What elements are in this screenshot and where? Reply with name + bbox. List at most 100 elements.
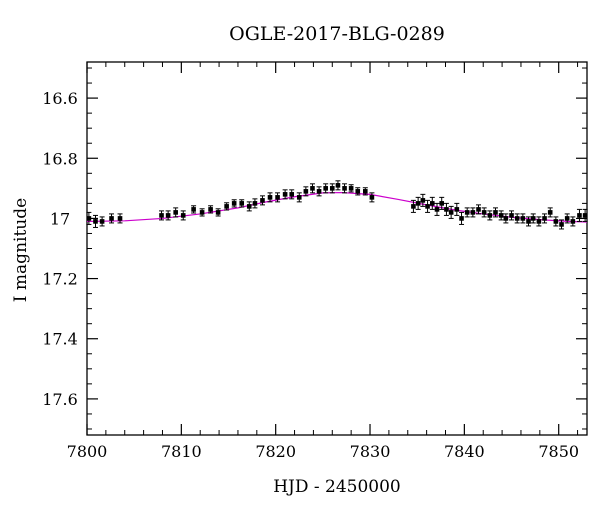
point-marker <box>559 222 564 227</box>
data-point <box>224 202 230 211</box>
point-marker <box>252 201 258 206</box>
data-point <box>410 199 416 213</box>
data-points-layer <box>86 180 588 230</box>
data-point <box>553 216 559 227</box>
point-marker <box>476 207 481 212</box>
y-tick-labels: 16.6 16.8 17 17.2 17.4 17.6 <box>42 89 78 409</box>
data-point <box>165 210 171 221</box>
y-tick-label: 16.8 <box>42 149 78 168</box>
point-marker <box>93 219 98 224</box>
point-marker <box>180 213 186 218</box>
data-point <box>215 208 221 217</box>
data-point <box>443 202 449 216</box>
data-point <box>348 184 354 193</box>
point-marker <box>231 201 237 206</box>
point-marker <box>459 216 464 221</box>
data-point <box>259 195 265 206</box>
point-marker <box>323 186 328 191</box>
data-point <box>570 216 576 227</box>
x-tick-label: 7850 <box>538 442 579 461</box>
point-marker <box>425 204 430 209</box>
data-point <box>425 199 431 213</box>
point-marker <box>208 207 213 212</box>
point-marker <box>316 189 322 194</box>
point-marker <box>582 213 588 218</box>
data-point <box>246 201 252 212</box>
point-marker <box>481 210 487 215</box>
y-axis-label: I magnitude <box>11 198 31 302</box>
point-marker <box>303 189 309 194</box>
point-marker <box>165 213 171 218</box>
data-point <box>520 213 526 224</box>
point-marker <box>420 198 426 203</box>
point-marker <box>329 186 335 191</box>
point-marker <box>310 186 315 191</box>
data-point <box>530 213 536 224</box>
point-marker <box>369 195 375 200</box>
data-point <box>582 208 588 222</box>
point-marker <box>342 186 347 191</box>
point-marker <box>498 213 504 218</box>
point-marker <box>577 213 582 218</box>
point-marker <box>553 219 559 224</box>
data-point <box>267 192 273 203</box>
point-marker <box>454 207 460 212</box>
point-marker <box>470 210 476 215</box>
point-marker <box>109 216 114 221</box>
point-marker <box>173 210 178 215</box>
point-marker <box>199 210 205 215</box>
point-marker <box>464 210 470 215</box>
y-tick-label: 17 <box>50 209 70 228</box>
data-point <box>536 216 542 227</box>
data-point <box>173 207 179 218</box>
x-tick-label: 7820 <box>255 442 296 461</box>
data-point <box>309 183 315 194</box>
point-marker <box>526 219 531 224</box>
data-point <box>159 210 165 221</box>
data-point <box>564 213 570 224</box>
data-point <box>99 216 105 227</box>
point-marker <box>335 183 341 188</box>
point-marker <box>439 201 445 206</box>
point-marker <box>429 201 435 206</box>
point-marker <box>355 189 361 194</box>
data-point <box>208 205 214 214</box>
data-point <box>191 205 197 214</box>
point-marker <box>215 210 221 215</box>
point-marker <box>246 204 252 209</box>
point-marker <box>275 195 280 200</box>
data-point <box>369 192 375 203</box>
x-tick-labels: 7800 7810 7820 7830 7840 7850 <box>67 442 579 461</box>
data-point <box>117 213 123 224</box>
data-point <box>342 183 348 194</box>
point-marker <box>503 216 509 221</box>
data-point <box>109 213 115 224</box>
point-marker <box>348 186 354 191</box>
data-point <box>503 213 509 224</box>
data-point <box>559 219 565 230</box>
data-point <box>355 187 361 196</box>
data-point <box>252 198 258 209</box>
data-point <box>514 213 520 224</box>
point-marker <box>159 213 164 218</box>
point-marker <box>570 219 576 224</box>
data-point <box>448 205 454 219</box>
data-point <box>492 207 498 218</box>
point-marker <box>493 210 498 215</box>
data-point <box>92 214 98 228</box>
x-axis-label: HJD - 2450000 <box>273 477 401 497</box>
data-point <box>439 196 445 210</box>
x-tick-label: 7800 <box>67 442 108 461</box>
x-tick-label: 7840 <box>444 442 485 461</box>
point-marker <box>542 216 547 221</box>
data-point <box>526 216 532 227</box>
data-point <box>420 193 426 207</box>
point-marker <box>434 207 440 212</box>
data-point <box>454 202 460 216</box>
point-marker <box>444 207 449 212</box>
data-point <box>476 204 482 215</box>
data-point <box>415 196 421 210</box>
x-tick-label: 7830 <box>350 442 391 461</box>
data-point <box>459 211 465 225</box>
